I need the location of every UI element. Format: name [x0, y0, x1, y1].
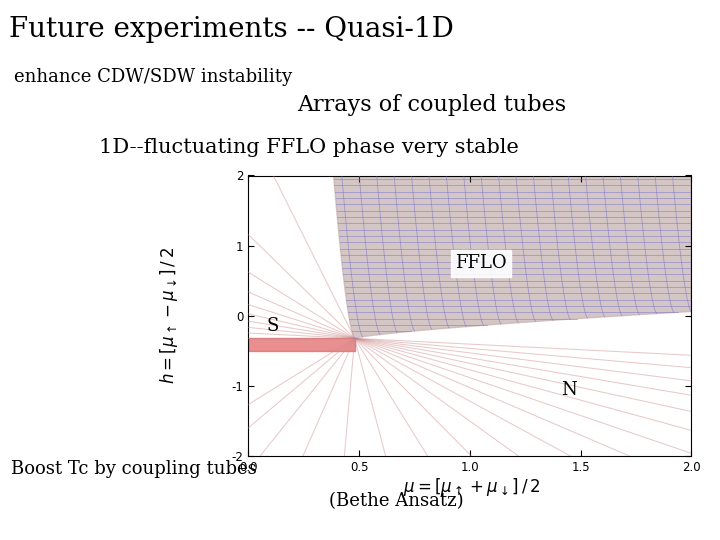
Text: enhance CDW/SDW instability: enhance CDW/SDW instability	[14, 68, 292, 85]
Text: Arrays of coupled tubes: Arrays of coupled tubes	[297, 94, 567, 117]
Text: S: S	[266, 317, 279, 335]
Polygon shape	[333, 176, 691, 339]
Text: $h = [\mu_\uparrow - \mu_\downarrow]\,/\,2$: $h = [\mu_\uparrow - \mu_\downarrow]\,/\…	[158, 247, 180, 384]
Text: FFLO: FFLO	[455, 254, 507, 272]
Text: N: N	[562, 381, 577, 399]
Text: 1D--fluctuating FFLO phase very stable: 1D--fluctuating FFLO phase very stable	[99, 138, 518, 157]
Text: $\mu = [\mu_\uparrow + \mu_\downarrow]\,/\,2$: $\mu = [\mu_\uparrow + \mu_\downarrow]\,…	[403, 476, 540, 498]
Polygon shape	[248, 339, 355, 351]
Text: (Bethe Ansatz): (Bethe Ansatz)	[329, 492, 463, 510]
Text: Future experiments -- Quasi-1D: Future experiments -- Quasi-1D	[9, 16, 454, 43]
Text: Boost Tc by coupling tubes: Boost Tc by coupling tubes	[11, 460, 256, 478]
